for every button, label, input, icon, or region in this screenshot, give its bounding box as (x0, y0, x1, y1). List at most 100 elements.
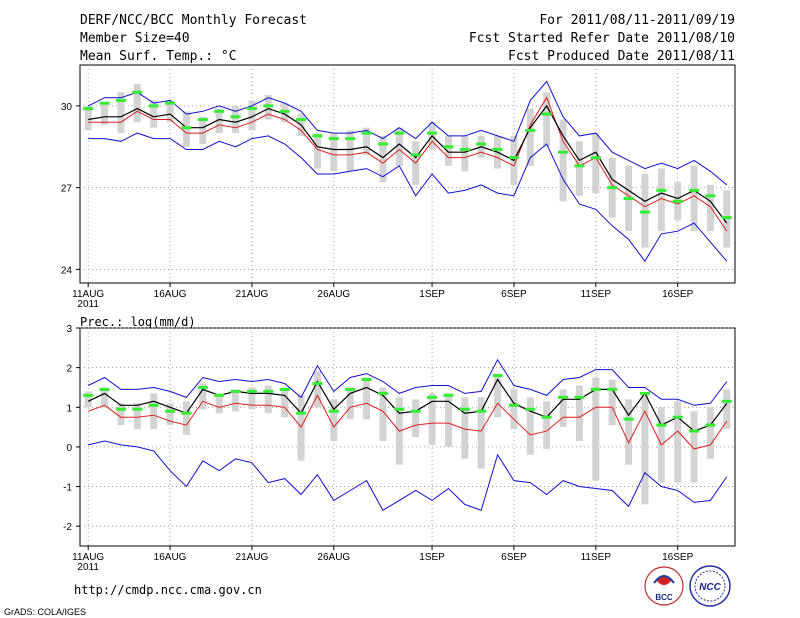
spread-bar (510, 389, 518, 430)
y-tick-label: 1 (66, 403, 72, 414)
green-marker (639, 210, 650, 214)
temperature-panel: 24 27 30 11AUG 16AUG 21AUG 26AUG 1SEP 6SEP 11SEP 1… (61, 64, 736, 310)
spread-bar (608, 379, 616, 426)
header-produced-date: Fcst Produced Date 2011/08/11 (508, 49, 735, 64)
green-marker (721, 216, 732, 220)
green-marker (656, 423, 667, 427)
spread-bar (101, 103, 109, 125)
green-marker (427, 131, 438, 135)
green-marker (115, 407, 126, 411)
green-marker (492, 147, 503, 151)
green-marker (459, 147, 470, 151)
spread-bar (101, 387, 109, 408)
green-marker (148, 403, 159, 407)
green-marker (394, 407, 405, 411)
spread-bar (461, 135, 469, 172)
spread-bar (592, 133, 600, 194)
bcc-logo-text: BCC (655, 593, 673, 602)
x-tick-label: 21AUG (236, 552, 269, 563)
spread-bar (84, 391, 92, 408)
green-marker (705, 194, 716, 198)
green-marker (99, 101, 110, 105)
green-marker (476, 142, 487, 146)
spread-bar (526, 397, 534, 455)
y-tick-label: -2 (63, 522, 72, 533)
green-marker (656, 188, 667, 192)
green-marker (443, 393, 454, 397)
green-marker (607, 186, 618, 190)
green-marker (296, 118, 307, 121)
spread-bar (395, 127, 403, 166)
green-marker (476, 409, 487, 413)
y-tick-label: -1 (63, 483, 72, 494)
green-marker (377, 391, 388, 395)
spread-bar (428, 393, 436, 445)
spread-bar (330, 133, 338, 172)
green-marker (508, 403, 519, 407)
spread-bar (575, 141, 583, 196)
spread-bar (330, 399, 338, 441)
x-tick-label: 26AUG (317, 552, 350, 563)
spread-bar (379, 387, 387, 441)
green-marker (197, 385, 208, 389)
green-marker (672, 199, 683, 203)
header-title: DERF/NCC/BCC Monthly Forecast (80, 13, 307, 28)
green-marker (427, 395, 438, 399)
spread-bar (723, 389, 731, 430)
green-marker (590, 387, 601, 391)
green-marker (279, 387, 290, 391)
header-period: For 2011/08/11-2011/09/19 (539, 13, 735, 28)
x-tick-label: 11SEP (581, 289, 612, 300)
green-marker (459, 407, 470, 411)
envelope-upper-line (87, 358, 728, 406)
ensemble-mean-line (87, 378, 728, 432)
spread-bar (690, 411, 698, 483)
spread-bar (379, 135, 387, 183)
green-marker (165, 409, 176, 413)
spread-bar (690, 165, 698, 232)
green-marker (410, 409, 421, 413)
ensemble-mean-line (88, 104, 728, 224)
green-marker (246, 107, 257, 111)
green-marker (623, 417, 634, 421)
spread-bar (166, 403, 174, 426)
green-marker (623, 197, 634, 201)
green-marker (377, 142, 388, 146)
green-marker (214, 109, 225, 113)
green-marker (230, 389, 241, 393)
green-marker (541, 415, 552, 419)
green-marker (607, 387, 618, 391)
green-marker (246, 389, 257, 393)
spread-bar (543, 92, 551, 147)
red-line (88, 96, 728, 232)
spread-bar (526, 108, 534, 166)
green-marker (689, 188, 700, 192)
ncc-logo-text: NCC (699, 582, 721, 593)
envelope-lower-line (88, 440, 728, 511)
green-marker (181, 126, 192, 130)
x-tick-label: 26AUG (317, 289, 350, 300)
green-marker (165, 101, 176, 105)
ncc-logo: NCC (689, 565, 731, 607)
x-tick-label: 11AUG (72, 289, 104, 300)
x-tick-label: 6SEP (501, 552, 527, 563)
green-marker (672, 415, 683, 419)
spread-bar (461, 397, 469, 459)
green-marker (312, 134, 323, 138)
green-marker (328, 137, 339, 141)
green-marker (115, 98, 126, 102)
spread-bar (264, 385, 272, 414)
spread-bar (363, 377, 371, 420)
spread-bar (625, 399, 633, 465)
green-marker (230, 115, 241, 119)
envelope-upper-line (87, 80, 728, 186)
footer-url[interactable]: http://cmdp.ncc.cma.gov.cn (74, 583, 262, 597)
green-marker (639, 391, 650, 395)
bcc-logo: BCC (644, 566, 684, 606)
spread-bar (133, 84, 141, 123)
y-tick-label: 30 (61, 102, 73, 113)
green-marker (525, 407, 536, 411)
spread-bar (641, 393, 649, 505)
spread-bar (215, 108, 223, 134)
envelope-lower-line (88, 132, 728, 263)
